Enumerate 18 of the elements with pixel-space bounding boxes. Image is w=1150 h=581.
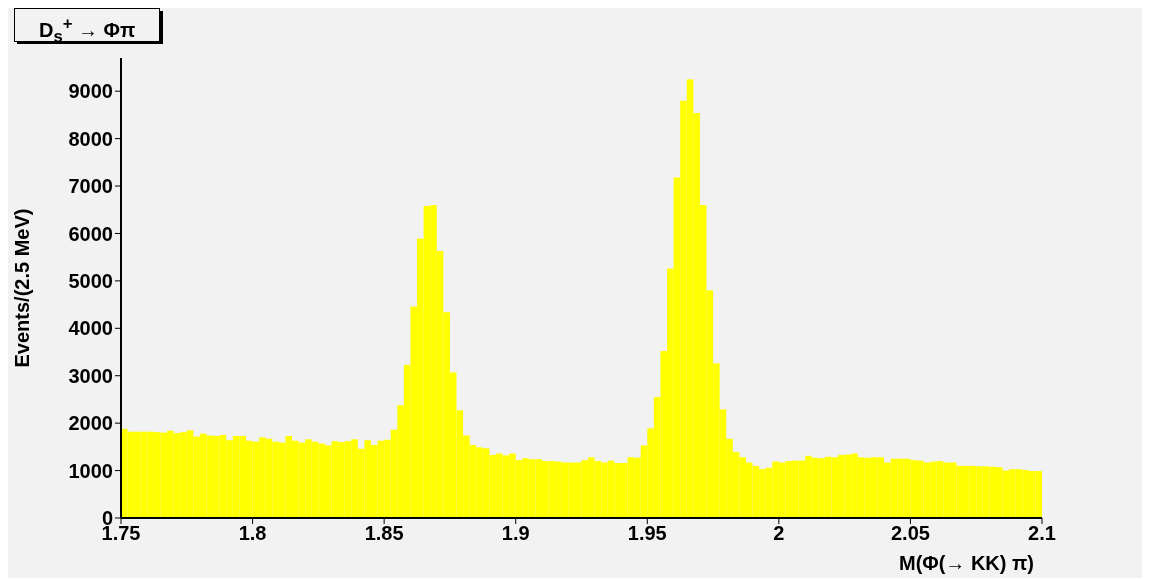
y-tick-label: 4000 (68, 317, 113, 340)
x-tick-label: 2.1 (1028, 522, 1056, 545)
x-tick-label: 1.85 (364, 522, 404, 545)
y-tick-label: 5000 (68, 269, 113, 292)
x-tick-label: 2.05 (890, 522, 930, 545)
y-axis-title: Events/(2.5 MeV) (11, 208, 34, 368)
y-tick-label: 3000 (68, 364, 113, 387)
x-tick-label: 1.95 (627, 522, 667, 545)
x-tick-label: 1.8 (238, 522, 267, 545)
y-tick-label: 7000 (68, 175, 113, 198)
y-tick-label: 2000 (68, 412, 113, 435)
y-tick-label: 9000 (68, 80, 113, 103)
x-tick-label: 1.9 (501, 522, 530, 545)
y-tick-label: 8000 (68, 127, 113, 150)
y-tick-label: 1000 (68, 459, 113, 482)
y-tick-label: 6000 (68, 222, 113, 245)
x-axis-title: M(Φ(→ KK) π) (898, 552, 1034, 574)
x-tick-label: 2 (773, 522, 785, 545)
